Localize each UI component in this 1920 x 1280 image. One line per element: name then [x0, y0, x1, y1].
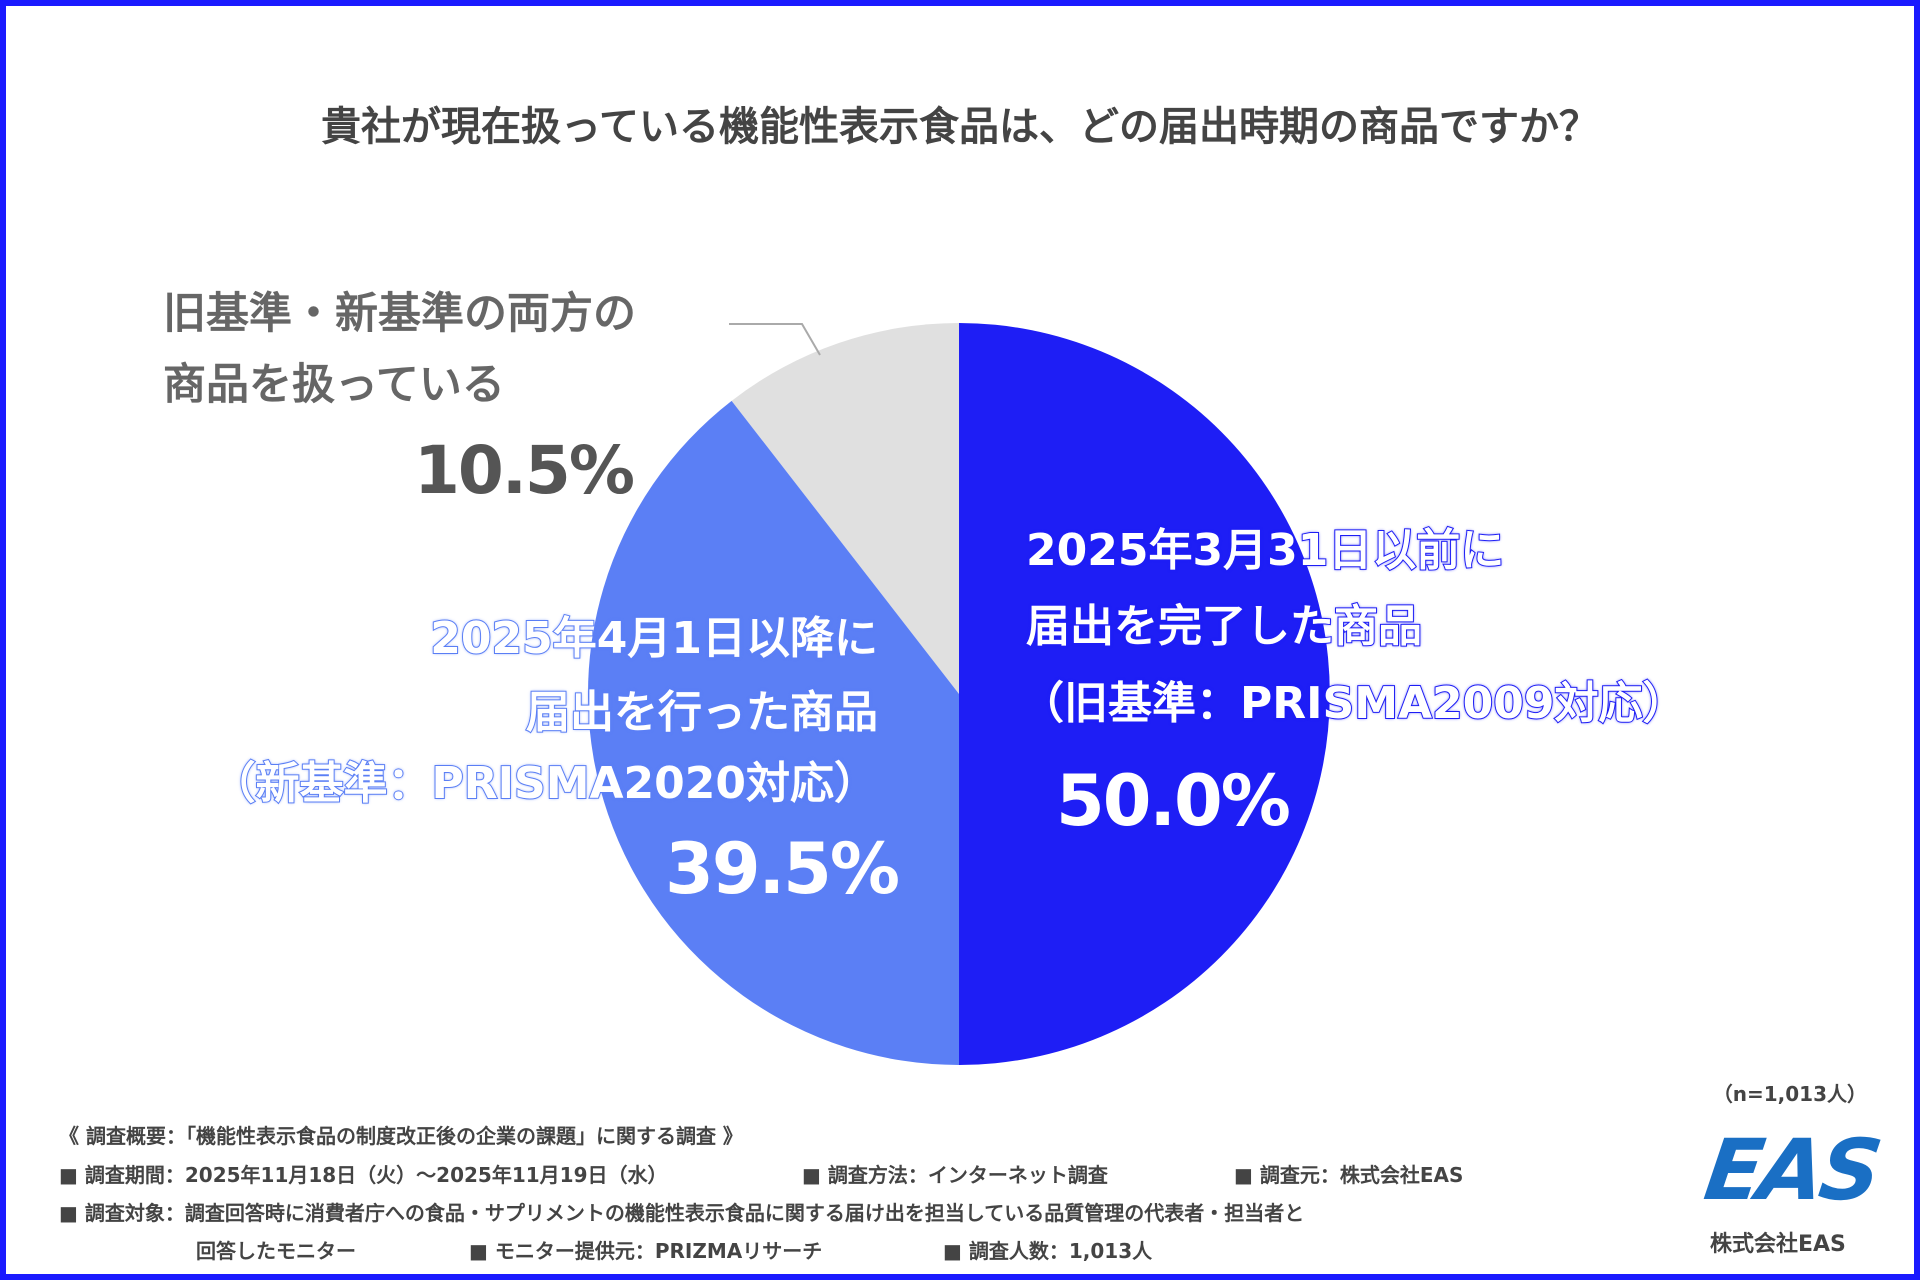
slice-value-both: 10.5% [414, 432, 635, 509]
slice-label-old-line3: （旧基準：PRISMA2009対応） [1019, 678, 1687, 729]
slice-label-both-line1: 旧基準・新基準の両方の [163, 289, 636, 339]
survey-target-cont: 回答したモニター [196, 1239, 356, 1263]
chart-title: 貴社が現在扱っている機能性表示食品は、どの届出時期の商品ですか？ [321, 104, 1599, 150]
logo-company-name: 株式会社EAS [1710, 1232, 1846, 1257]
slice-label-new-line2: 届出を行った商品 [525, 687, 879, 738]
survey-source: ■ 調査元：株式会社EAS [1234, 1163, 1464, 1187]
survey-method: ■ 調査方法：インターネット調査 [802, 1163, 1108, 1187]
survey-target: ■ 調査対象：調査回答時に消費者庁への食品・サプリメントの機能性表示食品に関する… [59, 1201, 1305, 1225]
sample-size: （n=1,013人） [1712, 1082, 1867, 1106]
leader-line [729, 323, 821, 356]
pie-slice-new-standard [588, 400, 959, 1065]
eas-logo: EAS [1699, 1121, 1884, 1219]
pie-slice-old-standard [959, 323, 1330, 1065]
pie-slice-both [731, 323, 959, 694]
slice-value-new: 39.5% [665, 828, 900, 910]
survey-period: ■ 調査期間：2025年11月18日（火）～2025年11月19日（水） [59, 1163, 668, 1187]
survey-heading: 《 調査概要：「機能性表示食品の制度改正後の企業の課題」に関する調査 》 [59, 1124, 743, 1148]
slice-label-new-line3: （新基準：PRISMA2020対応） [211, 758, 879, 809]
slice-label-old-line1: 2025年3月31日以前に [1025, 525, 1505, 576]
slice-label-new-line1: 2025年4月1日以降に [429, 613, 879, 664]
slice-label-old-line2: 届出を完了した商品 [1025, 601, 1423, 652]
survey-count: ■ 調査人数：1,013人 [943, 1239, 1153, 1263]
slice-value-old: 50.0% [1056, 760, 1291, 842]
survey-provider: ■ モニター提供元：PRIZMAリサーチ [469, 1239, 823, 1263]
slice-label-both-line2: 商品を扱っている [163, 360, 505, 410]
